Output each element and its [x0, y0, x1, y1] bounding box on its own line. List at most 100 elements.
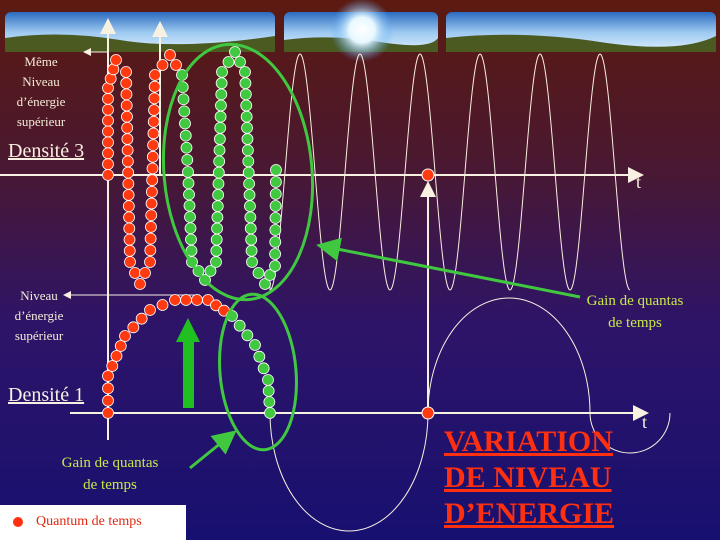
green-up-arrow-icon: [176, 318, 200, 408]
time-quantum-gain-dot: [246, 256, 258, 268]
time-quantum-gain-dot: [269, 236, 282, 248]
time-quantum-gain-dot: [183, 199, 196, 212]
time-quantum-dot: [120, 99, 133, 112]
density-1-label: Densité 1: [8, 384, 85, 406]
time-quantum-gain-dot: [244, 222, 257, 235]
sun-icon: [330, 0, 394, 62]
time-quantum-dot: [114, 340, 127, 352]
time-quantum-gain-dot: [215, 88, 228, 101]
time-quantum-gain-dot: [185, 233, 197, 246]
time-quantum-gain-dot: [182, 166, 194, 178]
time-quantum-gain-dot: [211, 200, 224, 213]
time-quantum-dot: [124, 256, 136, 268]
time-quantum-gain-dot: [241, 144, 254, 157]
time-quantum-gain-dot: [179, 117, 191, 130]
label-line: Niveau: [20, 288, 58, 303]
time-quantum-dot: [121, 155, 134, 168]
time-quantum-dot: [144, 232, 157, 245]
time-quantum-gain-dot: [216, 66, 228, 78]
time-quantum-gain-dot: [180, 141, 193, 154]
time-quantum-gain-dot: [269, 248, 282, 260]
gain-line: Gain de quantas: [61, 455, 159, 471]
time-quantum-dot: [123, 211, 135, 224]
time-quantum-gain-dot: [204, 265, 217, 277]
time-quantum-dot: [127, 321, 140, 334]
title-line: D’ENERGIE: [444, 497, 615, 530]
time-quantum-gain-dot: [269, 200, 282, 212]
time-quantum-dot: [164, 49, 176, 61]
label-line: supérieur: [16, 114, 66, 129]
gain-ellipse-bottom: [218, 292, 298, 452]
label-line: Même: [24, 54, 58, 69]
time-quantum-gain-dot: [210, 233, 223, 246]
time-quantum-dot: [121, 133, 134, 145]
time-quantum-gain-dot: [234, 56, 246, 68]
time-quantum-dot: [147, 127, 160, 140]
time-quantum-gain-dot: [269, 224, 282, 236]
t-axis-label-bottom: t: [642, 412, 648, 432]
time-quantum-gain-dot: [211, 222, 223, 235]
time-quantum-dot: [102, 136, 114, 149]
red-dot-icon: [13, 517, 23, 527]
time-quantum-gain-dot: [253, 350, 266, 363]
time-quantum-dot: [102, 114, 114, 127]
time-quantum-gain-dot: [184, 211, 196, 223]
time-quantum-dot: [149, 69, 161, 81]
time-quantum-gain-dot: [229, 46, 241, 58]
label-line: d’énergie: [14, 308, 64, 323]
landscape-banners: [5, 0, 716, 62]
label-line: supérieur: [14, 328, 64, 343]
time-quantum-dot: [102, 394, 114, 407]
gain-line: de temps: [83, 477, 137, 493]
gain-annotations: [161, 42, 581, 470]
time-quantum-dot: [147, 139, 160, 152]
axes: [0, 18, 649, 440]
time-quantum-dot: [110, 54, 122, 66]
time-quantum-gain-dot: [269, 260, 281, 272]
time-quantum-dot: [102, 92, 114, 105]
time-quantum-gain-dot: [215, 99, 227, 112]
time-quantum-dot: [145, 197, 158, 210]
time-quantum-dot: [148, 92, 161, 105]
label-line: d’énergie: [16, 94, 66, 109]
time-quantum-gain-dot: [269, 212, 282, 224]
time-quantum-gain-dot: [182, 177, 195, 190]
time-quantum-dot: [102, 407, 114, 419]
time-quantum-dot: [123, 233, 136, 246]
time-quantum-dot: [156, 299, 169, 311]
time-quantum-dot: [102, 125, 114, 138]
time-quantum-gain-dot: [240, 99, 253, 112]
time-quantum-gain-dot: [233, 319, 246, 332]
time-quantum-gain-dot: [243, 177, 256, 190]
time-quantum-gain-dot: [264, 407, 276, 419]
time-quantum-gain-dot: [264, 269, 276, 281]
time-quantum-dot: [123, 222, 136, 235]
time-quantum-dot: [148, 104, 160, 116]
time-quantum-dot: [146, 150, 159, 163]
time-quantum-dot: [123, 244, 136, 257]
gain-line: Gain de quantas: [586, 293, 684, 309]
time-quantum-dot: [135, 312, 148, 325]
time-quantum-gain-dot: [245, 233, 258, 246]
time-waves: [269, 53, 671, 532]
time-quantum-dot: [147, 115, 160, 128]
time-quantum-dot: [122, 177, 135, 190]
time-quantum-dot: [122, 189, 135, 201]
gain-line: de temps: [608, 315, 662, 331]
time-quantum-dot: [144, 244, 157, 257]
label-line: Niveau: [22, 74, 60, 89]
time-quantum-gain-dot: [269, 176, 282, 188]
time-quantum-dot: [102, 158, 114, 171]
time-quantum-gain-dot: [178, 105, 191, 118]
time-quantum-gain-dot: [214, 121, 227, 134]
time-quantum-dot: [102, 169, 114, 181]
time-quantum-dot: [102, 370, 114, 382]
time-quantum-gain-dot: [179, 129, 192, 142]
time-quantum-gain-dot: [245, 244, 258, 257]
time-quantum-gain-dot: [244, 211, 257, 224]
gain-ellipse-top: [161, 42, 315, 302]
time-quantum-gain-dot: [211, 211, 224, 224]
time-quantum-gain-dot: [212, 166, 225, 179]
time-quantum-gain-dot: [259, 278, 271, 290]
title-line: DE NIVEAU: [444, 461, 612, 494]
